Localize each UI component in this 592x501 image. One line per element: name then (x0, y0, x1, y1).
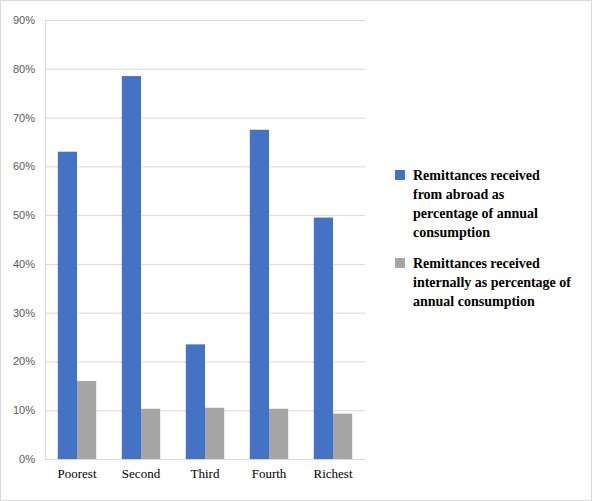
grid-line (45, 20, 365, 21)
x-tick-label: Poorest (58, 466, 97, 481)
y-tick-label: 0% (19, 453, 35, 465)
y-tick-label: 50% (13, 209, 35, 221)
grid-line (45, 118, 365, 119)
y-tick-label: 20% (13, 355, 35, 367)
y-tick-label: 80% (13, 63, 35, 75)
x-tick-label: Fourth (252, 466, 287, 481)
bar-series (77, 381, 352, 459)
y-axis-line (45, 21, 46, 460)
y-tick-label: 30% (13, 307, 35, 319)
legend: Remittances received from abroad as perc… (395, 168, 575, 309)
bar (333, 414, 352, 459)
y-tick-label: 60% (13, 160, 35, 172)
x-tick-label: Third (191, 466, 220, 481)
bar (250, 130, 269, 459)
grid-line (45, 166, 365, 167)
chart: 0% 10% 20% 30% 40% 50% 60% 70% 80% 90% Poorest Seco… (0, 0, 592, 501)
y-tick: 90% (13, 14, 365, 26)
x-tick: Fourth (252, 459, 287, 481)
y-tick-label: 10% (13, 404, 35, 416)
bar (269, 409, 288, 459)
bar (186, 344, 205, 459)
bar (141, 409, 160, 459)
y-tick-label: 40% (13, 258, 35, 270)
x-tick: Second (122, 459, 161, 481)
legend-item: Remittances received internally as perce… (395, 256, 575, 309)
bar (77, 381, 96, 459)
legend-label: Remittances received internally as perce… (413, 256, 575, 309)
grid-line (45, 459, 365, 460)
grid-line (45, 215, 365, 216)
bar (314, 218, 333, 459)
bar (122, 76, 141, 459)
bar-series (58, 76, 333, 459)
y-axis: 0% 10% 20% 30% 40% 50% 60% 70% 80% 90% (13, 14, 365, 465)
x-tick: Poorest (58, 459, 97, 481)
bar (205, 408, 224, 459)
x-tick-label: Second (122, 466, 161, 481)
legend-swatch (395, 258, 405, 268)
legend-swatch (395, 170, 405, 180)
x-axis: Poorest Second Third Fourth Richest (46, 459, 366, 481)
bars (58, 76, 352, 459)
grid-line (45, 69, 365, 70)
x-tick: Third (191, 459, 220, 481)
chart-frame (1, 1, 592, 501)
plot: 0% 10% 20% 30% 40% 50% 60% 70% 80% 90% Poorest Seco… (13, 14, 366, 481)
y-tick: 70% (13, 112, 365, 124)
y-tick-label: 90% (13, 14, 35, 26)
x-axis-line (46, 459, 366, 460)
y-tick-label: 70% (13, 112, 35, 124)
legend-item: Remittances received from abroad as perc… (395, 168, 543, 240)
y-tick: 80% (13, 63, 365, 75)
x-tick-label: Richest (314, 466, 353, 481)
x-tick: Richest (314, 459, 353, 481)
bar (58, 152, 77, 459)
legend-label: Remittances received from abroad as perc… (413, 168, 543, 240)
